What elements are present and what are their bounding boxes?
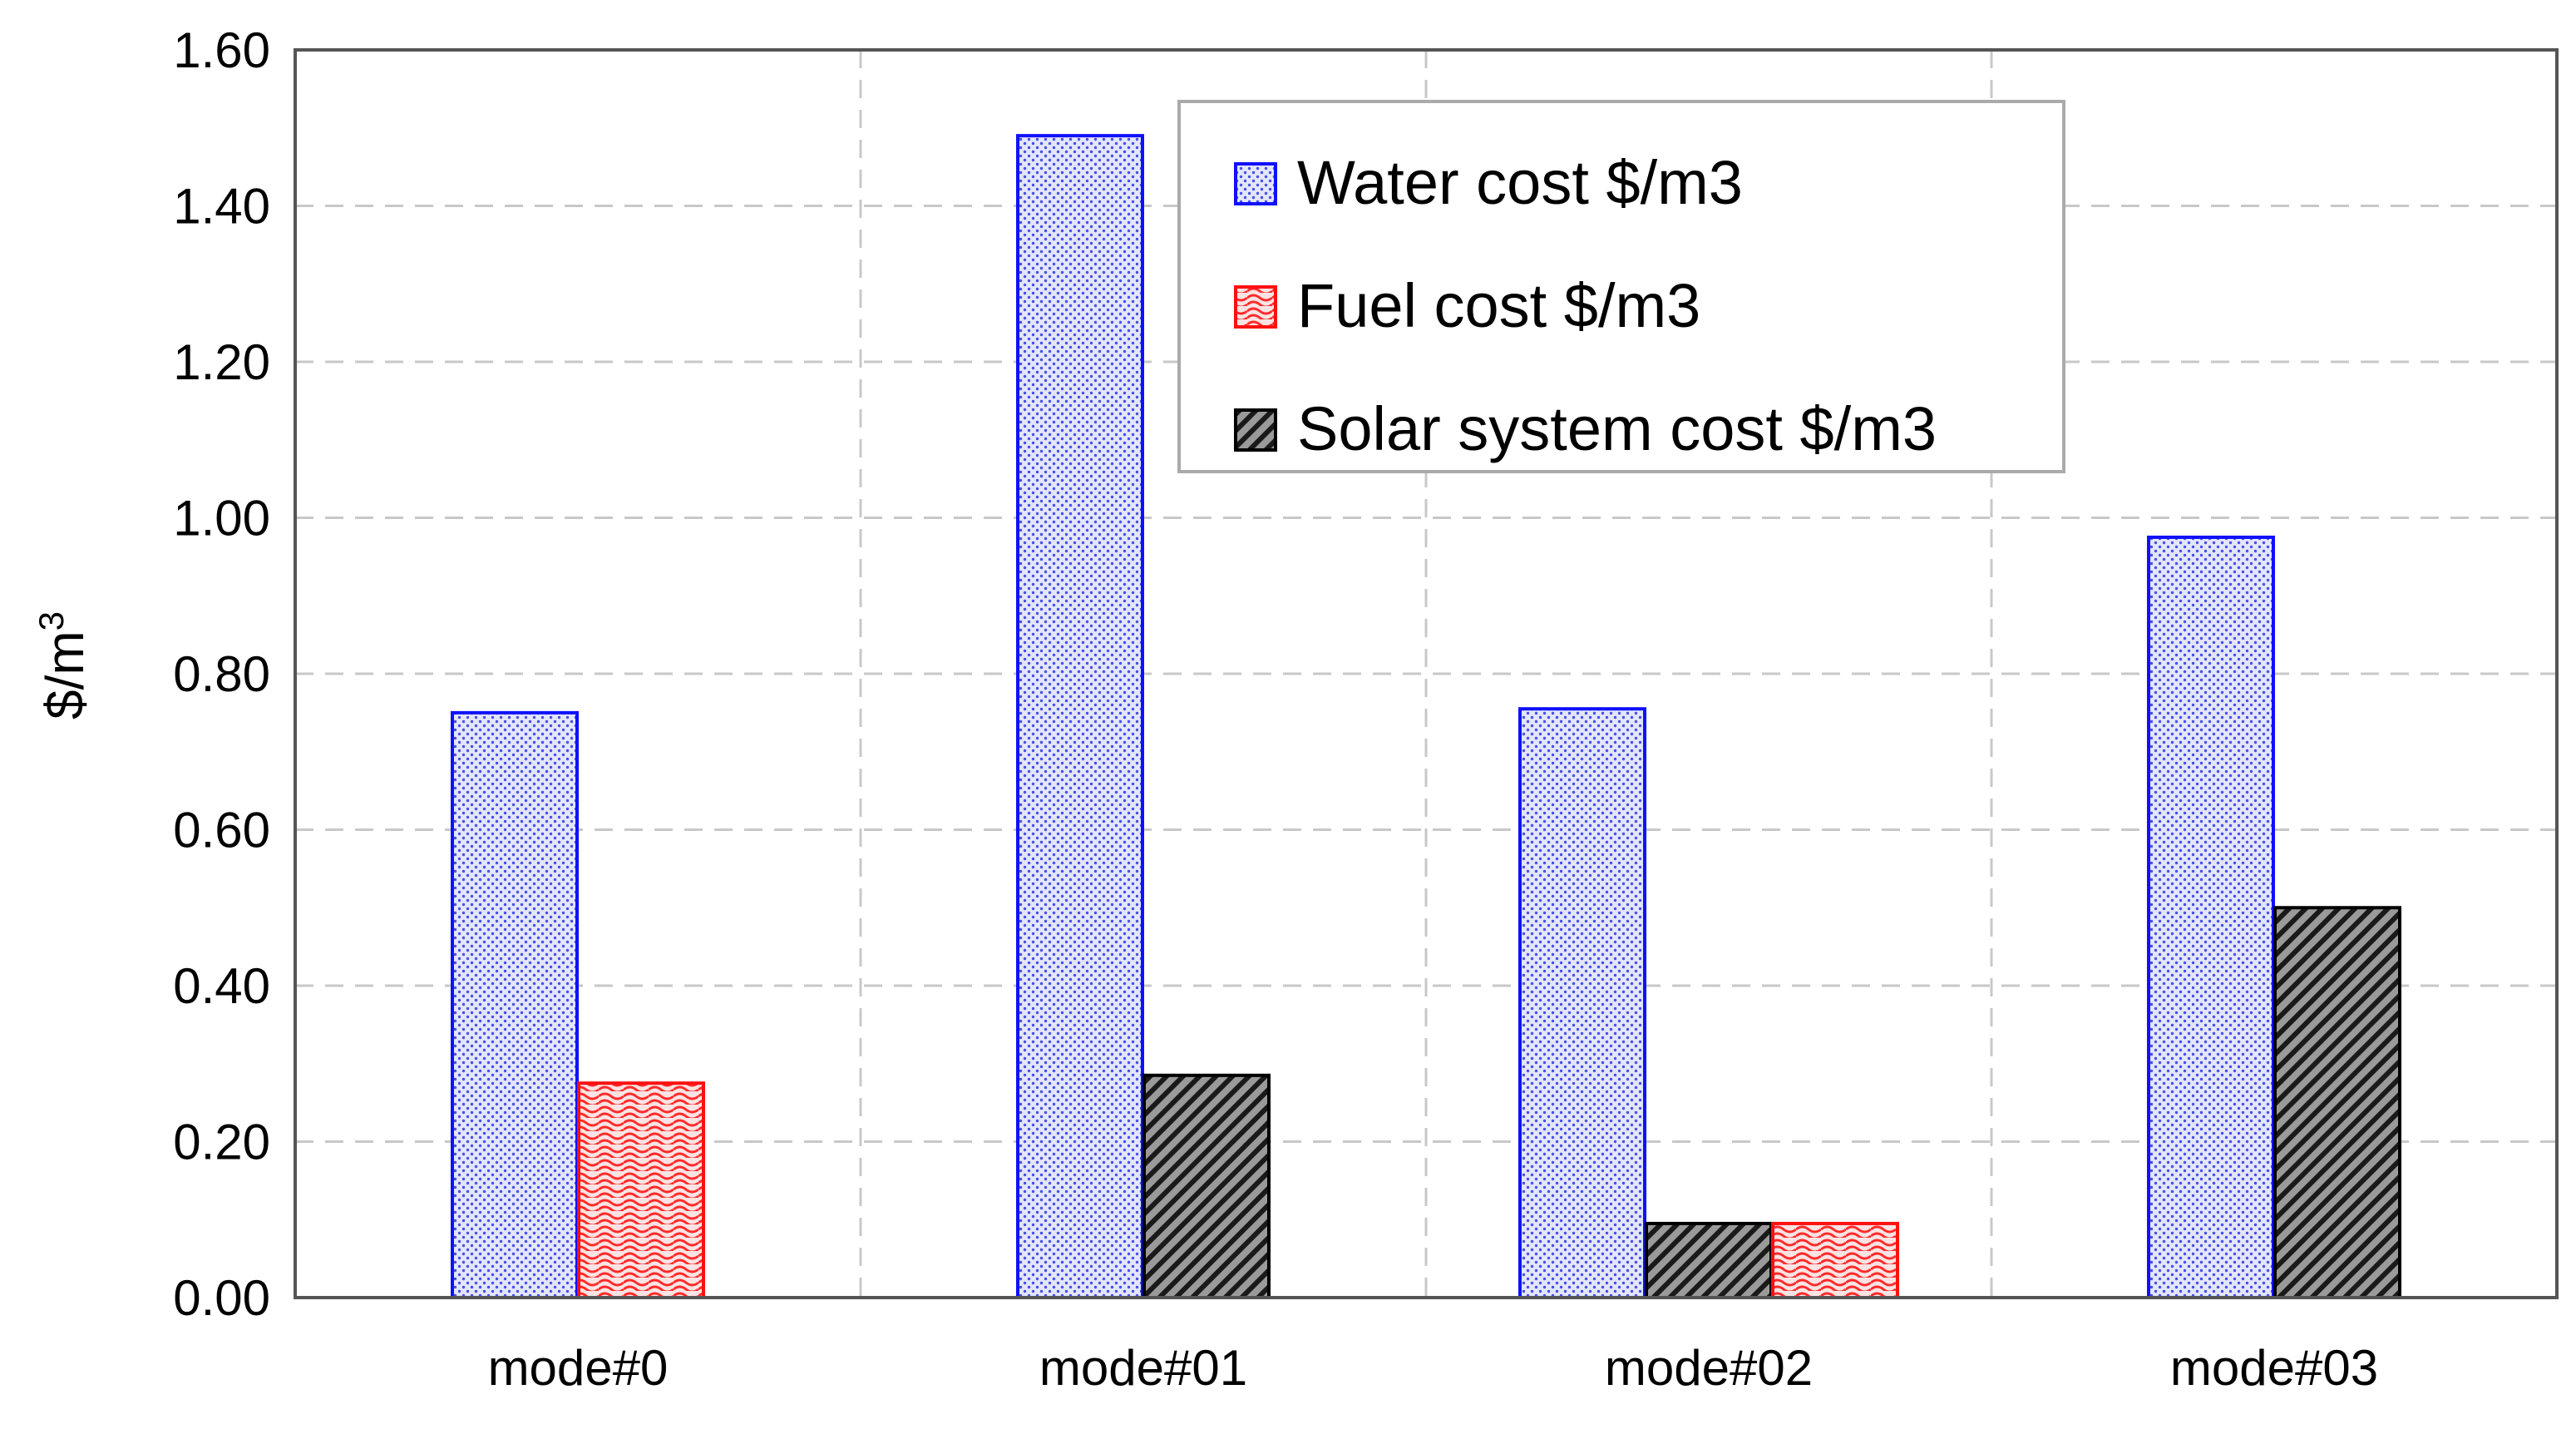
- x-tick-label: mode#03: [2170, 1340, 2378, 1396]
- y-tick-label: 0.60: [173, 803, 270, 858]
- y-tick-label: 0.00: [173, 1270, 270, 1326]
- y-tick-label: 1.20: [173, 334, 270, 390]
- legend-swatch-hatch: [1234, 408, 1277, 452]
- bar-hatch: [2273, 906, 2401, 1299]
- x-tick-label: mode#02: [1605, 1340, 1813, 1396]
- y-tick-label: 1.60: [173, 22, 270, 78]
- bar-waves: [1771, 1221, 1899, 1299]
- bar-dots: [451, 710, 579, 1299]
- legend-swatch-waves: [1234, 285, 1277, 329]
- x-tick-label: mode#0: [488, 1340, 669, 1396]
- bar-hatch: [1645, 1221, 1773, 1299]
- bar-dots: [1518, 707, 1646, 1299]
- bar-dots: [1016, 134, 1144, 1299]
- legend-label: Fuel cost $/m3: [1297, 271, 1700, 340]
- legend: Water cost $/m3 Fuel cost $/m3 Solar syste…: [1177, 100, 2065, 473]
- y-axis-title: $/m3: [32, 611, 95, 719]
- bars: [451, 134, 2401, 1299]
- legend-box: [1177, 100, 2065, 473]
- y-tick-label: 0.40: [173, 958, 270, 1014]
- legend-label: Water cost $/m3: [1297, 148, 1743, 217]
- x-tick-label: mode#01: [1039, 1340, 1247, 1396]
- y-axis-title-superscript: 3: [32, 611, 71, 630]
- y-tick-label: 0.20: [173, 1115, 270, 1170]
- y-axis-title-text: $/m: [35, 630, 95, 719]
- legend-swatch-dots: [1234, 162, 1277, 205]
- y-axis-tick-labels: 0.00 0.20 0.40 0.60 0.80 1.00 1.20 1.40 1.60: [173, 22, 270, 1326]
- x-axis-category-labels: mode#0 mode#01 mode#02 mode#03: [488, 1340, 2379, 1396]
- bar-waves: [577, 1081, 705, 1299]
- plot-area-frame: [294, 48, 2559, 1299]
- y-tick-label: 1.40: [173, 179, 270, 235]
- bar-hatch: [1142, 1073, 1271, 1299]
- y-tick-label: 1.00: [173, 491, 270, 546]
- y-tick-label: 0.80: [173, 646, 270, 702]
- bar-dots: [2147, 535, 2275, 1299]
- legend-label: Solar system cost $/m3: [1297, 394, 1937, 463]
